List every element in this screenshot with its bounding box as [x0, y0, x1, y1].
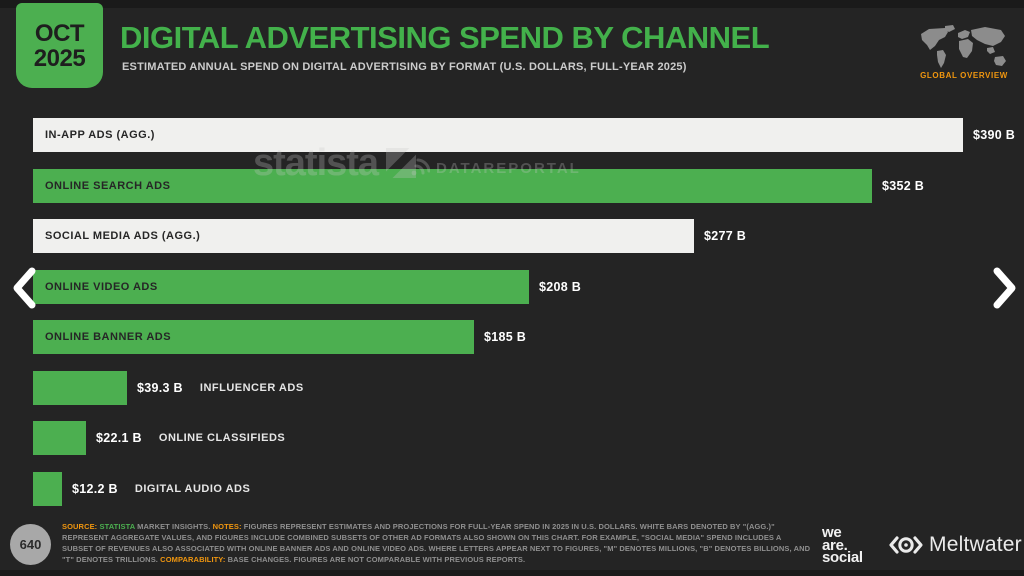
bar-label: ONLINE VIDEO ADS: [45, 281, 158, 293]
bar-value: $277 B: [704, 229, 747, 243]
bar-value: $22.1 B: [96, 431, 142, 445]
date-year: 2025: [33, 44, 86, 72]
meltwater-logo-text: Meltwater: [929, 533, 1022, 556]
top-border: [0, 0, 1024, 8]
source-rest: MARKET INSIGHTS.: [135, 522, 213, 531]
next-arrow-icon[interactable]: [992, 266, 1018, 310]
bar-row: $22.1 B ONLINE CLASSIFIEDS: [33, 421, 285, 455]
comparability-text: BASE CHANGES. FIGURES ARE NOT COMPARABLE…: [225, 555, 526, 564]
bar-chart: IN-APP ADS (AGG.) $390 B ONLINE SEARCH ADS…: [33, 118, 1015, 518]
date-month: OCT: [34, 19, 85, 47]
source-notes: SOURCE: STATISTA MARKET INSIGHTS. NOTES:…: [62, 521, 812, 565]
prev-arrow-icon[interactable]: [11, 266, 37, 310]
bar-value: $390 B: [973, 128, 1016, 142]
we-are-social-line2: are.: [822, 536, 848, 554]
bar-row: ONLINE BANNER ADS $185 B: [33, 320, 526, 354]
world-map-icon: [915, 24, 1013, 70]
notes-label: NOTES:: [212, 522, 242, 531]
comparability-label: COMPARABILITY:: [160, 555, 226, 564]
bar-value: $208 B: [539, 280, 582, 294]
we-are-social-logo: we are. social: [822, 524, 863, 566]
bar-label: IN-APP ADS (AGG.): [45, 129, 155, 141]
source-label: SOURCE:: [62, 522, 98, 531]
bar-row: ONLINE VIDEO ADS $208 B: [33, 270, 581, 304]
page-title: DIGITAL ADVERTISING SPEND BY CHANNEL: [120, 20, 770, 55]
bar-value: $185 B: [484, 330, 527, 344]
bar-value: $12.2 B: [72, 482, 118, 496]
bar-label: ONLINE BANNER ADS: [45, 331, 172, 343]
bar-row: SOCIAL MEDIA ADS (AGG.) $277 B: [33, 219, 746, 253]
bar-row: $39.3 B INFLUENCER ADS: [33, 371, 304, 405]
bar-label: INFLUENCER ADS: [199, 382, 304, 394]
we-are-social-line1: we: [822, 524, 842, 541]
bar-label: DIGITAL AUDIO ADS: [134, 483, 251, 495]
bar-in-app-ads-agg: IN-APP ADS (AGG.): [33, 118, 963, 152]
global-overview-badge: GLOBAL OVERVIEW: [920, 71, 1008, 80]
bar-online-classifieds: [33, 421, 86, 455]
bar-label: SOCIAL MEDIA ADS (AGG.): [45, 230, 201, 242]
date-badge: OCT 2025: [16, 3, 103, 88]
page-subtitle: ESTIMATED ANNUAL SPEND ON DIGITAL ADVERT…: [122, 61, 687, 73]
bar-row: IN-APP ADS (AGG.) $390 B: [33, 118, 1015, 152]
bar-value: $352 B: [882, 179, 925, 193]
bottom-border: [0, 570, 1024, 576]
bar-social-media-ads-agg: SOCIAL MEDIA ADS (AGG.): [33, 219, 694, 253]
page-number: 640: [19, 537, 42, 552]
bar-influencer-ads: [33, 371, 127, 405]
bar-row: ONLINE SEARCH ADS $352 B: [33, 169, 924, 203]
meltwater-logo-icon: [889, 536, 923, 554]
bar-online-banner-ads: ONLINE BANNER ADS: [33, 320, 474, 354]
notes-text: FIGURES REPRESENT ESTIMATES AND PROJECTI…: [62, 522, 811, 564]
page-number-badge: 640: [10, 524, 51, 565]
bar-online-video-ads: ONLINE VIDEO ADS: [33, 270, 529, 304]
bar-digital-audio-ads: [33, 472, 62, 506]
bar-label: ONLINE CLASSIFIEDS: [158, 432, 286, 444]
bar-online-search-ads: ONLINE SEARCH ADS: [33, 169, 872, 203]
source-link: STATISTA: [97, 522, 135, 531]
bar-row: $12.2 B DIGITAL AUDIO ADS: [33, 472, 250, 506]
bar-value: $39.3 B: [137, 381, 183, 395]
we-are-social-line3: social: [822, 549, 863, 566]
bar-label: ONLINE SEARCH ADS: [45, 180, 171, 192]
meltwater-logo: Meltwater: [888, 533, 1022, 557]
